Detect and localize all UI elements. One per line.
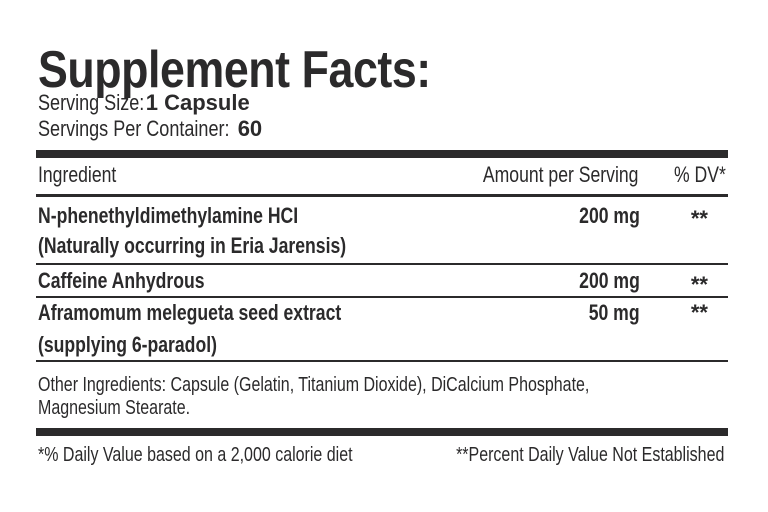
ingredient-name: N-phenethyldimethylamine HCI xyxy=(38,203,299,228)
other-ingredients-line1: Other Ingredients: Capsule (Gelatin, Tit… xyxy=(38,374,590,396)
header-ingredient: Ingredient xyxy=(38,162,117,187)
page-title: Supplement Facts: xyxy=(38,41,431,99)
footnote-not-established: **Percent Daily Value Not Established xyxy=(455,444,724,466)
ingredient-note: (Naturally occurring in Eria Jarensis) xyxy=(38,233,347,258)
thick-divider-bottom xyxy=(36,428,728,436)
servings-per-container-label: Servings Per Container: xyxy=(38,116,230,141)
ingredient-note: (supplying 6-paradol) xyxy=(38,332,217,357)
footnote-daily-value: *% Daily Value based on a 2,000 calorie … xyxy=(38,444,353,466)
serving-size: Serving Size: 1 Capsule xyxy=(38,92,250,114)
header-dv: % DV* xyxy=(674,162,726,187)
row-divider xyxy=(36,263,728,265)
ingredient-dv: ** xyxy=(690,206,708,231)
row-divider xyxy=(36,296,728,298)
ingredient-name: Caffeine Anhydrous xyxy=(38,268,205,293)
row-divider xyxy=(36,360,728,362)
serving-size-label: Serving Size: xyxy=(38,90,145,115)
ingredient-amount: 200 mg xyxy=(579,268,640,293)
serving-size-value: 1 Capsule xyxy=(145,90,250,115)
header-amount: Amount per Serving xyxy=(482,162,638,187)
header-divider xyxy=(36,194,728,197)
ingredient-amount: 50 mg xyxy=(589,300,640,325)
servings-per-container-value: 60 xyxy=(237,116,263,141)
ingredient-amount: 200 mg xyxy=(579,203,640,228)
other-ingredients-line2: Magnesium Stearate. xyxy=(38,397,191,419)
ingredient-dv: ** xyxy=(690,272,708,297)
servings-per-container: Servings Per Container: 60 xyxy=(38,118,262,140)
ingredient-dv: ** xyxy=(690,300,708,325)
ingredient-name: Aframomum melegueta seed extract xyxy=(38,300,342,325)
thick-divider-top xyxy=(36,150,728,158)
